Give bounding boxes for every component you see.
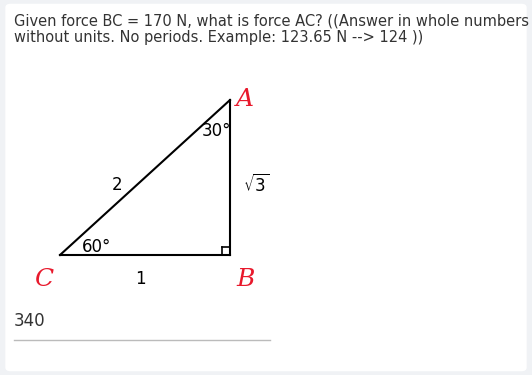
Text: 2: 2 — [111, 176, 122, 194]
Text: $\sqrt{3}$: $\sqrt{3}$ — [243, 174, 269, 196]
Text: without units. No periods. Example: 123.65 N --> 124 )): without units. No periods. Example: 123.… — [14, 30, 423, 45]
Text: 340: 340 — [14, 312, 46, 330]
Text: 30°: 30° — [202, 122, 231, 140]
Text: C: C — [34, 268, 53, 291]
Text: B: B — [236, 268, 254, 291]
Text: A: A — [236, 88, 254, 111]
Text: 1: 1 — [135, 270, 145, 288]
Text: 60°: 60° — [82, 238, 111, 256]
Text: Given force BC = 170 N, what is force AC? ((Answer in whole numbers only,: Given force BC = 170 N, what is force AC… — [14, 14, 532, 29]
